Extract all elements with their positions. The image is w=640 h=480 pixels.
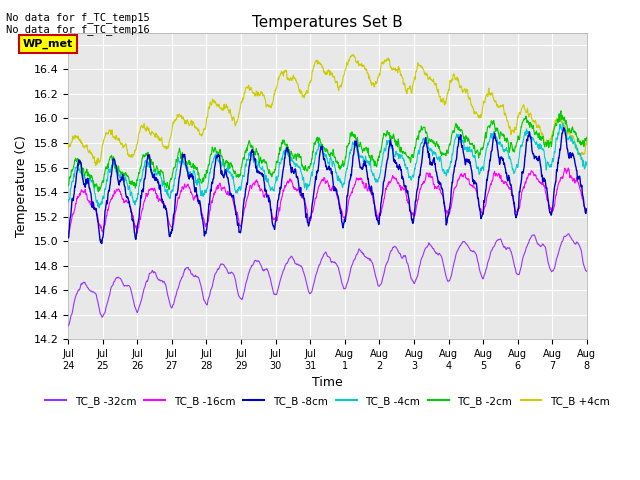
TC_B -8cm: [175, 174, 183, 180]
TC_B -8cm: [534, 156, 541, 162]
TC_B -16cm: [583, 208, 591, 214]
Text: No data for f_TC_temp15: No data for f_TC_temp15: [6, 12, 150, 23]
TC_B -32cm: [534, 241, 541, 247]
TC_B -16cm: [175, 195, 183, 201]
TC_B -2cm: [209, 147, 217, 153]
TC_B +4cm: [583, 138, 591, 144]
TC_B -2cm: [95, 189, 102, 195]
TC_B +4cm: [64, 144, 72, 149]
TC_B -32cm: [64, 323, 72, 329]
TC_B -2cm: [583, 134, 591, 140]
Line: TC_B -16cm: TC_B -16cm: [68, 168, 587, 234]
TC_B -2cm: [557, 108, 564, 114]
Line: TC_B -8cm: TC_B -8cm: [68, 128, 587, 244]
TC_B -32cm: [378, 280, 385, 286]
TC_B -8cm: [378, 193, 386, 199]
TC_B -32cm: [175, 281, 183, 287]
TC_B +4cm: [92, 163, 100, 168]
TC_B -8cm: [387, 140, 395, 146]
TC_B -4cm: [175, 159, 183, 165]
TC_B +4cm: [534, 124, 541, 130]
Line: TC_B -32cm: TC_B -32cm: [68, 234, 587, 326]
Line: TC_B -2cm: TC_B -2cm: [68, 111, 587, 192]
TC_B +4cm: [209, 98, 217, 104]
Text: WP_met: WP_met: [23, 38, 73, 48]
Y-axis label: Temperature (C): Temperature (C): [15, 135, 28, 237]
Legend: TC_B -32cm, TC_B -16cm, TC_B -8cm, TC_B -4cm, TC_B -2cm, TC_B +4cm: TC_B -32cm, TC_B -16cm, TC_B -8cm, TC_B …: [42, 392, 614, 411]
TC_B -8cm: [209, 176, 217, 182]
TC_B -4cm: [583, 163, 591, 168]
TC_B -4cm: [387, 144, 395, 150]
TC_B -16cm: [209, 195, 217, 201]
TC_B -2cm: [534, 131, 541, 137]
TC_B -2cm: [175, 145, 183, 151]
TC_B +4cm: [175, 112, 183, 118]
TC_B -8cm: [560, 125, 568, 131]
TC_B -4cm: [209, 159, 217, 165]
TC_B -16cm: [582, 207, 590, 213]
Title: Temperatures Set B: Temperatures Set B: [252, 15, 403, 30]
TC_B -4cm: [95, 205, 103, 211]
Line: TC_B +4cm: TC_B +4cm: [68, 55, 587, 166]
TC_B -16cm: [564, 165, 572, 171]
TC_B +4cm: [349, 52, 357, 58]
TC_B -32cm: [387, 248, 395, 254]
X-axis label: Time: Time: [312, 376, 343, 389]
TC_B -32cm: [564, 231, 572, 237]
TC_B -16cm: [534, 176, 541, 181]
TC_B +4cm: [378, 60, 386, 65]
TC_B -16cm: [387, 179, 395, 184]
TC_B -8cm: [583, 206, 591, 212]
TC_B -4cm: [64, 199, 72, 205]
TC_B -4cm: [378, 160, 386, 166]
TC_B -2cm: [387, 136, 395, 142]
TC_B -2cm: [378, 142, 386, 148]
TC_B -32cm: [209, 279, 217, 285]
TC_B -16cm: [64, 231, 72, 237]
TC_B -4cm: [583, 162, 591, 168]
TC_B -8cm: [98, 241, 106, 247]
TC_B -32cm: [582, 268, 590, 274]
Text: No data for f_TC_temp16: No data for f_TC_temp16: [6, 24, 150, 35]
TC_B -8cm: [583, 206, 591, 212]
TC_B -4cm: [534, 144, 541, 150]
TC_B -8cm: [64, 235, 72, 240]
TC_B -32cm: [583, 269, 591, 275]
TC_B +4cm: [583, 138, 591, 144]
TC_B -2cm: [583, 134, 591, 140]
TC_B -4cm: [559, 120, 566, 126]
TC_B -16cm: [378, 206, 385, 212]
Line: TC_B -4cm: TC_B -4cm: [68, 123, 587, 208]
TC_B -2cm: [64, 183, 72, 189]
TC_B +4cm: [387, 64, 395, 70]
